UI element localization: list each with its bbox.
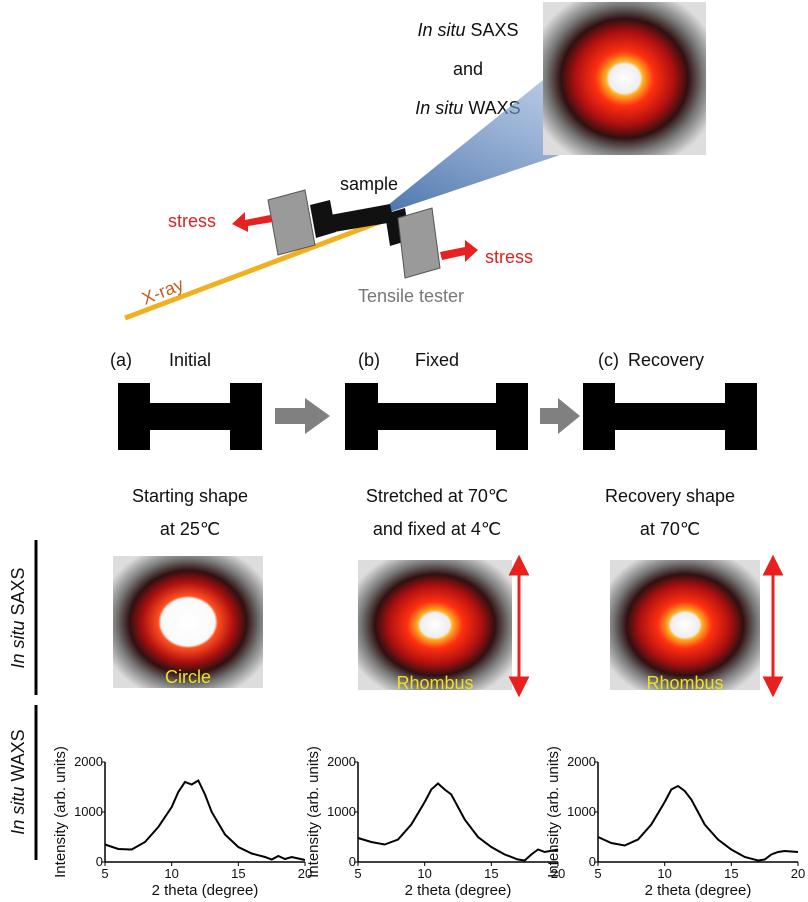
saxs-image: [543, 2, 706, 155]
row-label: In situ SAXS: [8, 567, 28, 668]
x-tick-label: 15: [231, 866, 245, 881]
stage-letter: (b): [358, 350, 380, 370]
italic-text: In situ: [417, 20, 465, 40]
y-axis-label: Intensity (arb. units): [52, 746, 69, 878]
x-axis-label: 2 theta (degree): [405, 882, 512, 899]
y-tick-label: 2000: [327, 754, 356, 769]
row-label: In situ WAXS: [8, 729, 28, 834]
x-tick-label: 10: [164, 866, 178, 881]
data-line: [358, 784, 558, 861]
stage-name: Initial: [169, 350, 211, 370]
text: SAXS: [471, 20, 519, 40]
arrow: [540, 398, 580, 434]
header-line: and: [453, 59, 483, 79]
data-line: [598, 786, 798, 861]
italic-text: In situ: [8, 621, 28, 669]
text: SAXS: [8, 567, 28, 615]
stage-desc: and fixed at 4℃: [373, 519, 501, 539]
x-tick-label: 20: [791, 866, 805, 881]
tester-label: Tensile tester: [358, 286, 464, 306]
xray-beam: [125, 220, 385, 318]
stage-name: Fixed: [415, 350, 459, 370]
specimen: [345, 383, 528, 450]
y-tick-label: 2000: [567, 754, 596, 769]
stage-desc: Stretched at 70℃: [366, 486, 508, 506]
stage-letter: (c): [598, 350, 619, 370]
stage-desc: Recovery shape: [605, 486, 735, 506]
stress-label: stress: [485, 247, 533, 267]
stage-letter: (a): [110, 350, 132, 370]
x-axis-label: 2 theta (degree): [152, 882, 259, 899]
stage-desc: at 70℃: [640, 519, 700, 539]
y-tick-label: 1000: [567, 804, 596, 819]
x-axis-label: 2 theta (degree): [645, 882, 752, 899]
text: WAXS: [8, 729, 28, 781]
header-line: In situ SAXS: [417, 20, 518, 40]
y-tick-label: 1000: [74, 804, 103, 819]
x-tick-label: 10: [417, 866, 431, 881]
y-axis-label: Intensity (arb. units): [305, 746, 322, 878]
y-tick-label: 0: [96, 854, 103, 869]
figure: In situ SAXS and In situ WAXS sample str…: [0, 0, 808, 902]
specimen: [118, 383, 262, 450]
y-tick-label: 2000: [74, 754, 103, 769]
y-tick-label: 1000: [327, 804, 356, 819]
pattern-label: Rhombus: [646, 673, 723, 693]
x-tick-label: 10: [657, 866, 671, 881]
saxs-image: [358, 560, 512, 690]
specimen: [583, 383, 757, 450]
sample-label: sample: [340, 174, 398, 194]
arrow: [275, 398, 330, 434]
data-line: [105, 781, 305, 861]
x-tick-label: 15: [484, 866, 498, 881]
stage-desc: at 25℃: [160, 519, 220, 539]
pattern-label: Circle: [165, 667, 211, 687]
pattern-label: Rhombus: [396, 673, 473, 693]
stage-name: Recovery: [628, 350, 704, 370]
stage-desc: Starting shape: [132, 486, 248, 506]
x-tick-label: 15: [724, 866, 738, 881]
stress-label: stress: [168, 211, 216, 231]
italic-text: In situ: [8, 787, 28, 835]
y-tick-label: 0: [589, 854, 596, 869]
italic-text: In situ: [415, 98, 463, 118]
y-tick-label: 0: [349, 854, 356, 869]
y-axis-label: Intensity (arb. units): [545, 746, 562, 878]
saxs-image: [610, 560, 760, 690]
